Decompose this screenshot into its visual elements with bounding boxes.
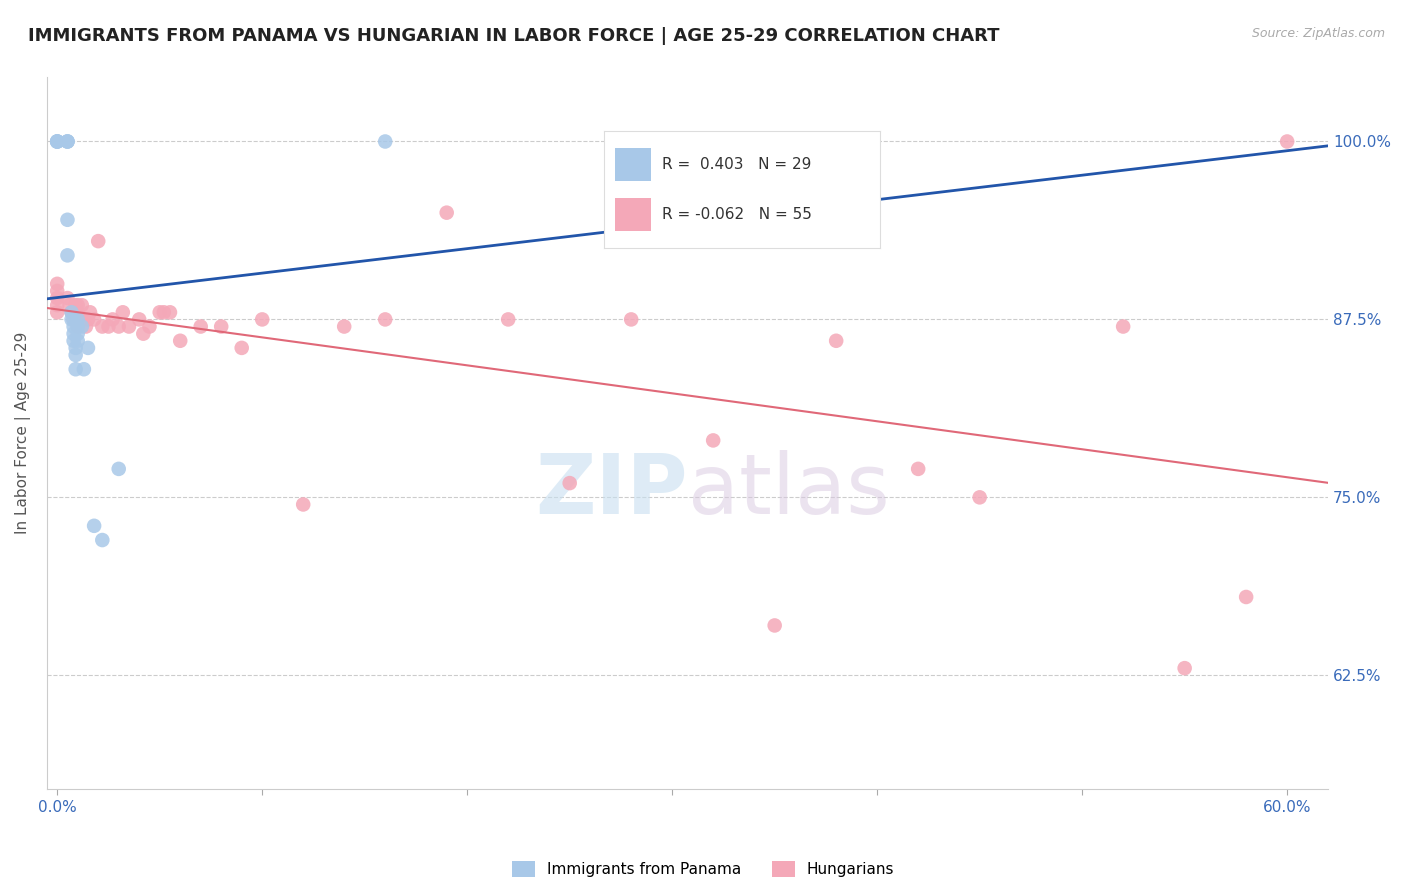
Point — [101, 312, 124, 326]
Point — [56, 135, 79, 149]
Point — [77, 341, 100, 355]
Point — [70, 319, 93, 334]
Point — [231, 341, 253, 355]
Point — [107, 319, 129, 334]
Point — [66, 319, 89, 334]
Point — [209, 319, 232, 334]
Point — [436, 205, 458, 219]
Point — [75, 319, 97, 334]
Point — [333, 319, 356, 334]
Point — [138, 319, 160, 334]
Point — [46, 135, 69, 149]
Point — [65, 341, 87, 355]
Point — [46, 135, 69, 149]
Point — [65, 298, 87, 312]
Point — [496, 312, 519, 326]
Point — [70, 298, 93, 312]
Point — [250, 312, 273, 326]
Point — [60, 305, 83, 319]
Point — [91, 319, 114, 334]
Point — [66, 326, 89, 341]
Point — [60, 305, 83, 319]
Point — [73, 362, 96, 376]
Point — [149, 305, 172, 319]
Point — [46, 298, 69, 312]
Point — [58, 298, 80, 312]
Point — [46, 284, 69, 298]
Point — [60, 312, 83, 326]
Point — [46, 291, 69, 305]
Text: atlas: atlas — [688, 450, 890, 531]
Point — [46, 277, 69, 291]
Point — [62, 305, 84, 319]
Point — [374, 135, 396, 149]
Point — [374, 312, 396, 326]
Point — [969, 491, 991, 505]
Point — [79, 305, 101, 319]
Point — [56, 135, 79, 149]
Point — [87, 234, 110, 248]
Point — [825, 334, 848, 348]
Point — [62, 312, 84, 326]
Point — [1174, 661, 1197, 675]
Point — [46, 305, 69, 319]
Point — [97, 319, 120, 334]
Point — [56, 291, 79, 305]
Point — [128, 312, 150, 326]
Point — [83, 312, 105, 326]
Point — [620, 312, 643, 326]
Point — [70, 312, 93, 326]
Y-axis label: In Labor Force | Age 25-29: In Labor Force | Age 25-29 — [15, 332, 31, 534]
Point — [159, 305, 181, 319]
Point — [558, 476, 581, 491]
Point — [292, 498, 315, 512]
Point — [66, 305, 89, 319]
Point — [56, 135, 79, 149]
Point — [62, 326, 84, 341]
Legend: Immigrants from Panama, Hungarians: Immigrants from Panama, Hungarians — [506, 855, 900, 883]
Point — [118, 319, 141, 334]
Point — [66, 319, 89, 334]
Point — [907, 462, 929, 476]
Point — [66, 298, 89, 312]
Point — [763, 618, 786, 632]
Point — [702, 434, 724, 448]
Point — [66, 312, 89, 326]
Point — [62, 312, 84, 326]
Point — [169, 334, 191, 348]
Point — [1112, 319, 1135, 334]
Point — [46, 135, 69, 149]
Point — [66, 312, 89, 326]
Text: Source: ZipAtlas.com: Source: ZipAtlas.com — [1251, 27, 1385, 40]
Point — [62, 334, 84, 348]
Point — [62, 319, 84, 334]
Point — [56, 248, 79, 262]
Point — [1234, 590, 1257, 604]
Point — [65, 348, 87, 362]
Point — [91, 533, 114, 547]
Text: ZIP: ZIP — [536, 450, 688, 531]
Point — [190, 319, 212, 334]
Point — [56, 212, 79, 227]
Point — [1275, 135, 1298, 149]
Point — [107, 462, 129, 476]
Point — [153, 305, 176, 319]
Point — [46, 135, 69, 149]
Point — [66, 334, 89, 348]
Point — [77, 312, 100, 326]
Point — [83, 518, 105, 533]
Text: IMMIGRANTS FROM PANAMA VS HUNGARIAN IN LABOR FORCE | AGE 25-29 CORRELATION CHART: IMMIGRANTS FROM PANAMA VS HUNGARIAN IN L… — [28, 27, 1000, 45]
Point — [111, 305, 134, 319]
Point — [65, 362, 87, 376]
Point — [132, 326, 155, 341]
